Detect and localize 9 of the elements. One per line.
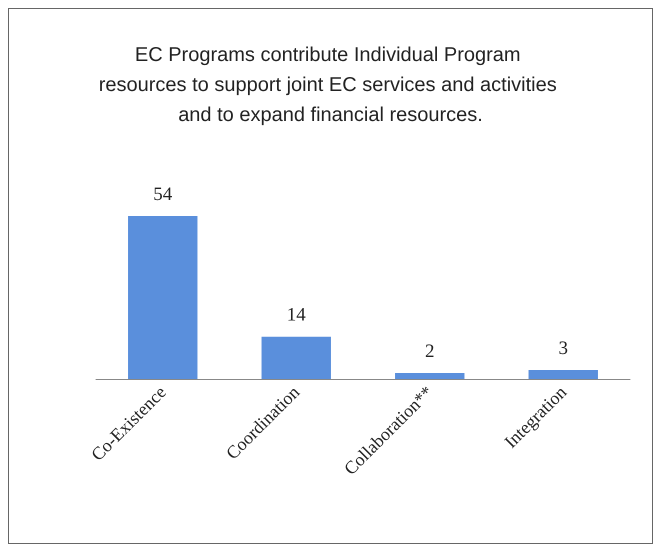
bar <box>528 370 598 379</box>
bar <box>128 216 198 379</box>
chart-title: EC Programs contribute Individual Program resources to support joint EC services and activities and to expand financial resources. <box>98 44 562 126</box>
data-label: 54 <box>153 184 173 205</box>
data-label: 2 <box>425 340 434 362</box>
bar <box>395 372 464 379</box>
bar <box>262 336 331 379</box>
data-label: 3 <box>558 338 568 359</box>
data-label: 14 <box>286 304 306 326</box>
